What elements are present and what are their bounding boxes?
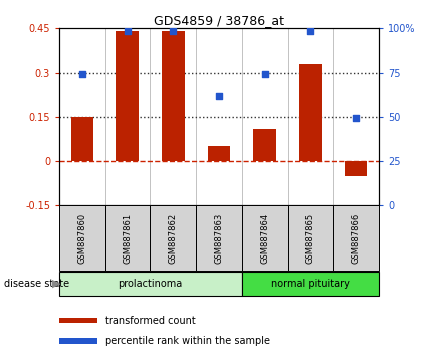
Text: GSM887860: GSM887860 [78,212,86,264]
Text: transformed count: transformed count [106,315,196,326]
Point [78,71,85,77]
Bar [333,205,379,271]
Text: ▶: ▶ [52,279,60,289]
Text: GSM887864: GSM887864 [260,212,269,264]
Point [261,71,268,77]
Bar [345,161,367,176]
Bar [59,272,242,296]
Text: GSM887865: GSM887865 [306,212,315,264]
Text: prolactinoma: prolactinoma [118,279,183,289]
Text: GSM887863: GSM887863 [215,212,223,264]
Bar [242,272,379,296]
Point [170,28,177,34]
Bar [242,205,287,271]
Bar [196,205,242,271]
Bar [59,205,105,271]
Text: GSM887862: GSM887862 [169,212,178,264]
Bar [105,205,151,271]
Text: disease state: disease state [4,279,70,289]
Point [215,93,223,99]
Text: GSM887866: GSM887866 [352,212,360,264]
Text: normal pituitary: normal pituitary [271,279,350,289]
Bar [208,146,230,161]
Point [307,28,314,34]
Bar [151,205,196,271]
Point [124,28,131,34]
Point [353,115,360,121]
Bar [59,338,98,344]
Bar [162,31,185,161]
Bar [71,117,93,161]
Text: GSM887861: GSM887861 [123,212,132,264]
Title: GDS4859 / 38786_at: GDS4859 / 38786_at [154,14,284,27]
Bar [299,64,322,161]
Bar [116,31,139,161]
Text: percentile rank within the sample: percentile rank within the sample [106,336,271,346]
Bar [287,205,333,271]
Bar [59,318,98,323]
Bar [253,129,276,161]
